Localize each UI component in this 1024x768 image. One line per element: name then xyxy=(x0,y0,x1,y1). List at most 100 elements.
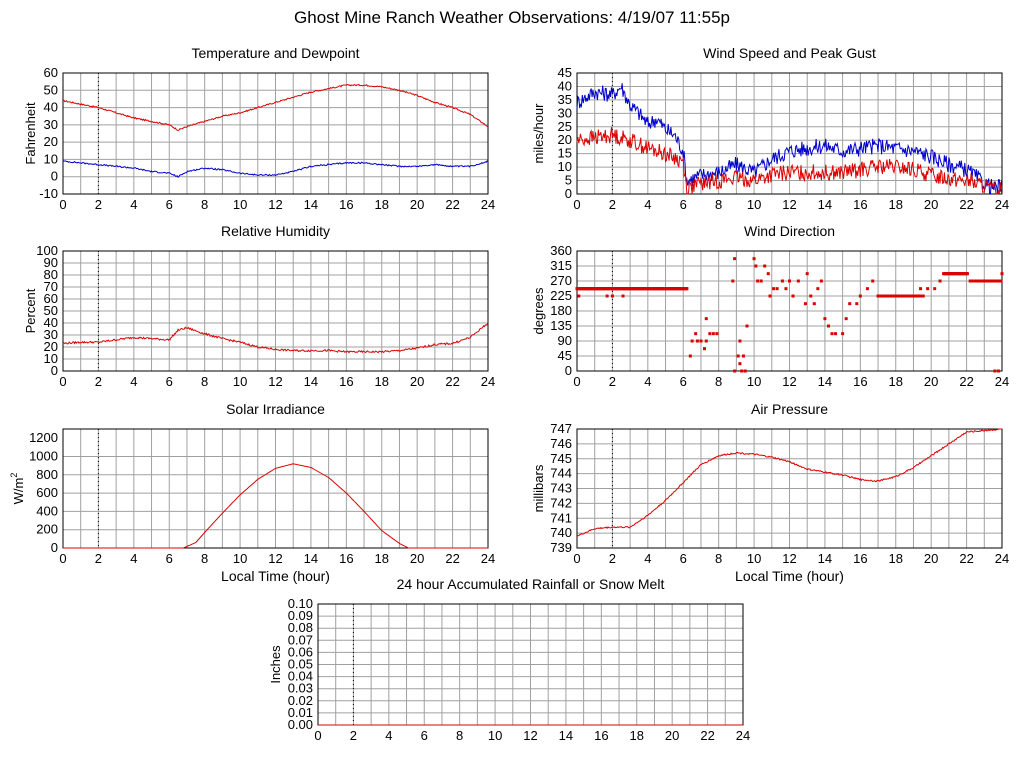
x-tick-label: 10 xyxy=(233,374,247,389)
x-tick-label: 8 xyxy=(456,728,463,743)
plot-frame xyxy=(576,428,1003,549)
y-axis-label: miles/hour xyxy=(531,103,546,164)
x-tick-label: 18 xyxy=(630,728,644,743)
x-tick-label: 16 xyxy=(853,551,867,566)
y-tick-label: 747 xyxy=(550,421,572,436)
x-tick-label: 4 xyxy=(130,374,137,389)
data-point xyxy=(743,369,747,373)
x-tick-label: 22 xyxy=(700,728,714,743)
x-tick-label: 14 xyxy=(559,728,573,743)
y-tick-label: 20 xyxy=(44,339,58,354)
x-tick-label: 22 xyxy=(445,551,459,566)
x-tick-label: 14 xyxy=(818,374,832,389)
x-tick-label: 22 xyxy=(959,374,973,389)
data-point xyxy=(775,287,779,291)
x-tick-label: 24 xyxy=(481,551,495,566)
x-tick-label: 14 xyxy=(818,197,832,212)
y-axis-label-superscript: 2 xyxy=(9,473,19,478)
y-tick-label: 0 xyxy=(51,540,58,555)
x-tick-label: 14 xyxy=(304,374,318,389)
series-line xyxy=(62,83,489,132)
y-tick-label: 1200 xyxy=(29,430,58,445)
data-point xyxy=(809,294,813,298)
y-tick-label: 40 xyxy=(44,315,58,330)
y-tick-label: 225 xyxy=(550,288,572,303)
y-tick-label: 40 xyxy=(44,100,58,115)
page-title: Ghost Mine Ranch Weather Observations: 4… xyxy=(294,8,730,27)
data-point xyxy=(805,272,809,276)
data-point xyxy=(844,317,848,321)
x-tick-label: 0 xyxy=(59,551,66,566)
x-tick-label: 16 xyxy=(339,374,353,389)
x-tick-label: 2 xyxy=(609,551,616,566)
x-tick-label: 2 xyxy=(95,551,102,566)
data-point xyxy=(841,332,845,336)
x-tick-label: 20 xyxy=(924,551,938,566)
data-point xyxy=(745,324,749,328)
series-line xyxy=(576,428,1002,538)
y-tick-label: 45 xyxy=(558,348,572,363)
series-line xyxy=(62,160,489,178)
x-tick-label: 16 xyxy=(853,197,867,212)
y-tick-label: 60 xyxy=(44,65,58,80)
x-tick-label: 6 xyxy=(166,197,173,212)
x-tick-label: 20 xyxy=(410,197,424,212)
y-tick-label: 400 xyxy=(36,503,58,518)
y-axis-label: millibars xyxy=(531,464,546,512)
y-axis-label: W/m2 xyxy=(9,473,26,505)
data-point xyxy=(780,279,784,283)
data-point xyxy=(812,302,816,306)
data-point xyxy=(759,279,763,283)
x-tick-label: 22 xyxy=(959,197,973,212)
y-axis-label: degrees xyxy=(531,287,546,334)
series-line xyxy=(576,83,1003,195)
x-tick-label: 12 xyxy=(782,551,796,566)
y-tick-label: 20 xyxy=(44,134,58,149)
y-tick-label: 739 xyxy=(550,540,572,555)
x-tick-label: 12 xyxy=(523,728,537,743)
x-tick-label: 18 xyxy=(375,551,389,566)
y-tick-label: 746 xyxy=(550,436,572,451)
x-tick-label: 8 xyxy=(715,374,722,389)
y-tick-label: 0.06 xyxy=(288,644,313,659)
x-tick-label: 8 xyxy=(715,551,722,566)
data-point xyxy=(933,287,937,291)
x-tick-label: 16 xyxy=(853,374,867,389)
y-tick-label: 5 xyxy=(565,173,572,188)
data-point xyxy=(938,279,942,283)
x-tick-label: 22 xyxy=(445,374,459,389)
y-tick-label: 50 xyxy=(44,303,58,318)
x-tick-label: 18 xyxy=(375,374,389,389)
y-tick-label: 180 xyxy=(550,303,572,318)
x-tick-label: 4 xyxy=(644,551,651,566)
data-point xyxy=(610,294,614,298)
data-point xyxy=(741,354,745,358)
data-point xyxy=(768,294,772,298)
data-point xyxy=(711,332,715,336)
x-tick-label: 16 xyxy=(339,551,353,566)
x-tick-label: 6 xyxy=(680,197,687,212)
x-tick-label: 2 xyxy=(95,197,102,212)
data-point xyxy=(796,279,800,283)
y-tick-label: 10 xyxy=(44,151,58,166)
data-point xyxy=(826,324,830,328)
x-tick-label: 4 xyxy=(130,197,137,212)
x-tick-label: 4 xyxy=(644,374,651,389)
x-tick-label: 14 xyxy=(304,197,318,212)
y-tick-label: 100 xyxy=(36,243,58,258)
y-tick-label: 0.09 xyxy=(288,608,313,623)
x-tick-label: 20 xyxy=(410,551,424,566)
x-axis-label: Local Time (hour) xyxy=(221,568,330,584)
x-tick-label: 24 xyxy=(481,374,495,389)
y-tick-label: -10 xyxy=(39,186,58,201)
y-tick-label: 60 xyxy=(44,291,58,306)
y-tick-label: 0 xyxy=(565,363,572,378)
plot-frame xyxy=(576,250,1003,372)
x-tick-label: 20 xyxy=(924,197,938,212)
data-point xyxy=(738,339,742,343)
data-point xyxy=(738,362,742,366)
